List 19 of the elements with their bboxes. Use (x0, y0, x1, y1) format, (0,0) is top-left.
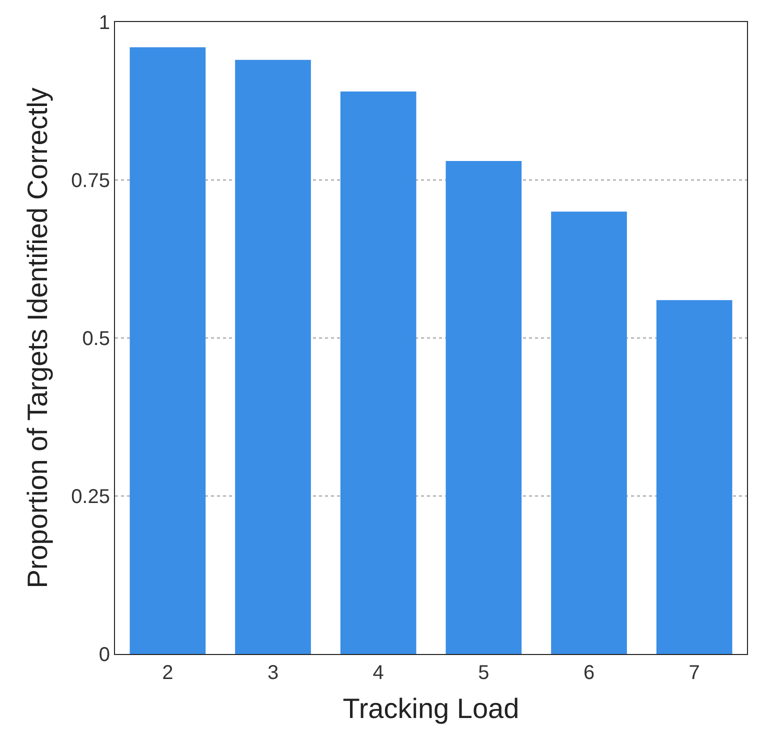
y-tick-label: 0.75 (71, 170, 110, 192)
x-tick-label: 7 (688, 662, 700, 684)
bar (551, 212, 627, 654)
bar (340, 92, 416, 654)
y-tick-label: 0 (98, 644, 110, 666)
x-axis-title: Tracking Load (342, 693, 520, 724)
x-tick-label: 3 (267, 662, 279, 684)
y-tick-label: 0.25 (71, 486, 110, 508)
y-tick-label: 1 (98, 12, 110, 34)
x-tick-label: 5 (478, 662, 490, 684)
x-tick-label: 2 (162, 662, 174, 684)
x-tick-label: 4 (372, 662, 384, 684)
x-tick-label: 6 (583, 662, 595, 684)
bar (656, 300, 732, 654)
bar (130, 47, 206, 654)
bar (446, 161, 522, 654)
y-axis-title: Proportion of Targets Identified Correctly (22, 88, 53, 588)
y-tick-label: 0.5 (82, 328, 110, 350)
bar (235, 60, 311, 654)
